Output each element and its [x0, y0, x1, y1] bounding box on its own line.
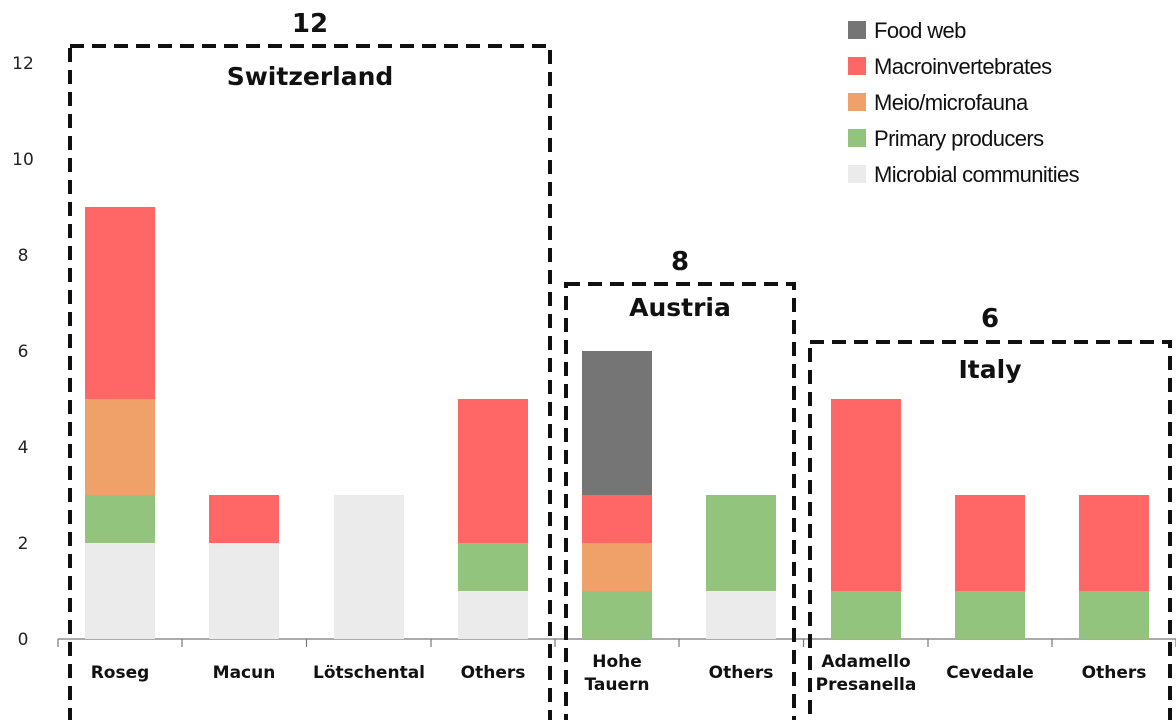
bar-segment: [831, 399, 901, 591]
category-label: Others: [461, 663, 526, 683]
legend-label: Food web: [874, 18, 966, 43]
bar-segment: [209, 543, 279, 639]
y-tick-label: 0: [18, 630, 29, 650]
category-label: Hohe: [592, 652, 642, 672]
bar-segment: [458, 591, 528, 639]
bar-segment: [1079, 591, 1149, 639]
group-title: Switzerland: [227, 62, 394, 91]
bar-segment: [85, 543, 155, 639]
bar-segment: [706, 591, 776, 639]
y-tick-label: 2: [18, 534, 29, 554]
bar-segment: [209, 495, 279, 543]
bar-segment: [582, 495, 652, 543]
category-label: Macun: [213, 663, 276, 683]
bar-segment: [334, 495, 404, 639]
y-tick-label: 4: [18, 438, 29, 458]
y-tick-label: 6: [18, 342, 29, 362]
category-label: Roseg: [91, 663, 150, 683]
group-box: [808, 340, 1172, 720]
group-box: [564, 282, 796, 720]
legend-swatch: [848, 165, 866, 183]
legend-label: Microbial communities: [874, 162, 1080, 187]
bar-segment: [85, 207, 155, 399]
group-title: Austria: [629, 293, 731, 322]
group-box: [68, 44, 552, 720]
legend-swatch: [848, 129, 866, 147]
bar-segment: [1079, 495, 1149, 591]
legend-swatch: [848, 93, 866, 111]
bar-segment: [706, 495, 776, 591]
y-tick-label: 12: [12, 54, 34, 74]
bar-segment: [85, 399, 155, 495]
category-label: Presanella: [816, 675, 917, 695]
legend-label: Meio/microfauna: [874, 90, 1029, 115]
label-layer: Roseg Macun Lötschental Others Hohe Tauern Oth…: [91, 652, 1147, 695]
bar-segment: [458, 399, 528, 543]
group-count: 12: [292, 9, 328, 39]
group-count: 8: [671, 247, 689, 277]
group-title: Italy: [959, 355, 1022, 384]
category-label: Others: [1082, 663, 1147, 683]
category-label: Others: [709, 663, 774, 683]
bar-segment: [582, 543, 652, 591]
bar-segment: [955, 495, 1025, 591]
category-label: Tauern: [585, 675, 650, 695]
y-tick-label: 10: [12, 150, 34, 170]
legend: Food web Macroinvertebrates Meio/microfaun…: [848, 18, 1080, 187]
group-count: 6: [981, 304, 999, 334]
bar-segment: [582, 351, 652, 495]
bar-segment: [955, 591, 1025, 639]
legend-label: Primary producers: [874, 126, 1044, 151]
bar-segment: [85, 495, 155, 543]
legend-swatch: [848, 57, 866, 75]
bar-segment: [582, 591, 652, 639]
legend-label: Macroinvertebrates: [874, 54, 1052, 79]
y-tick-label: 8: [18, 246, 29, 266]
category-label: Cevedale: [946, 663, 1034, 683]
bar-segment: [831, 591, 901, 639]
group-layer: Switzerland 12 Austria 8 Italy 6: [68, 9, 1172, 720]
category-label: Adamello: [821, 652, 910, 672]
bar-layer: [85, 207, 1149, 639]
bar-segment: [458, 543, 528, 591]
category-label: Lötschental: [313, 663, 425, 683]
legend-swatch: [848, 21, 866, 39]
